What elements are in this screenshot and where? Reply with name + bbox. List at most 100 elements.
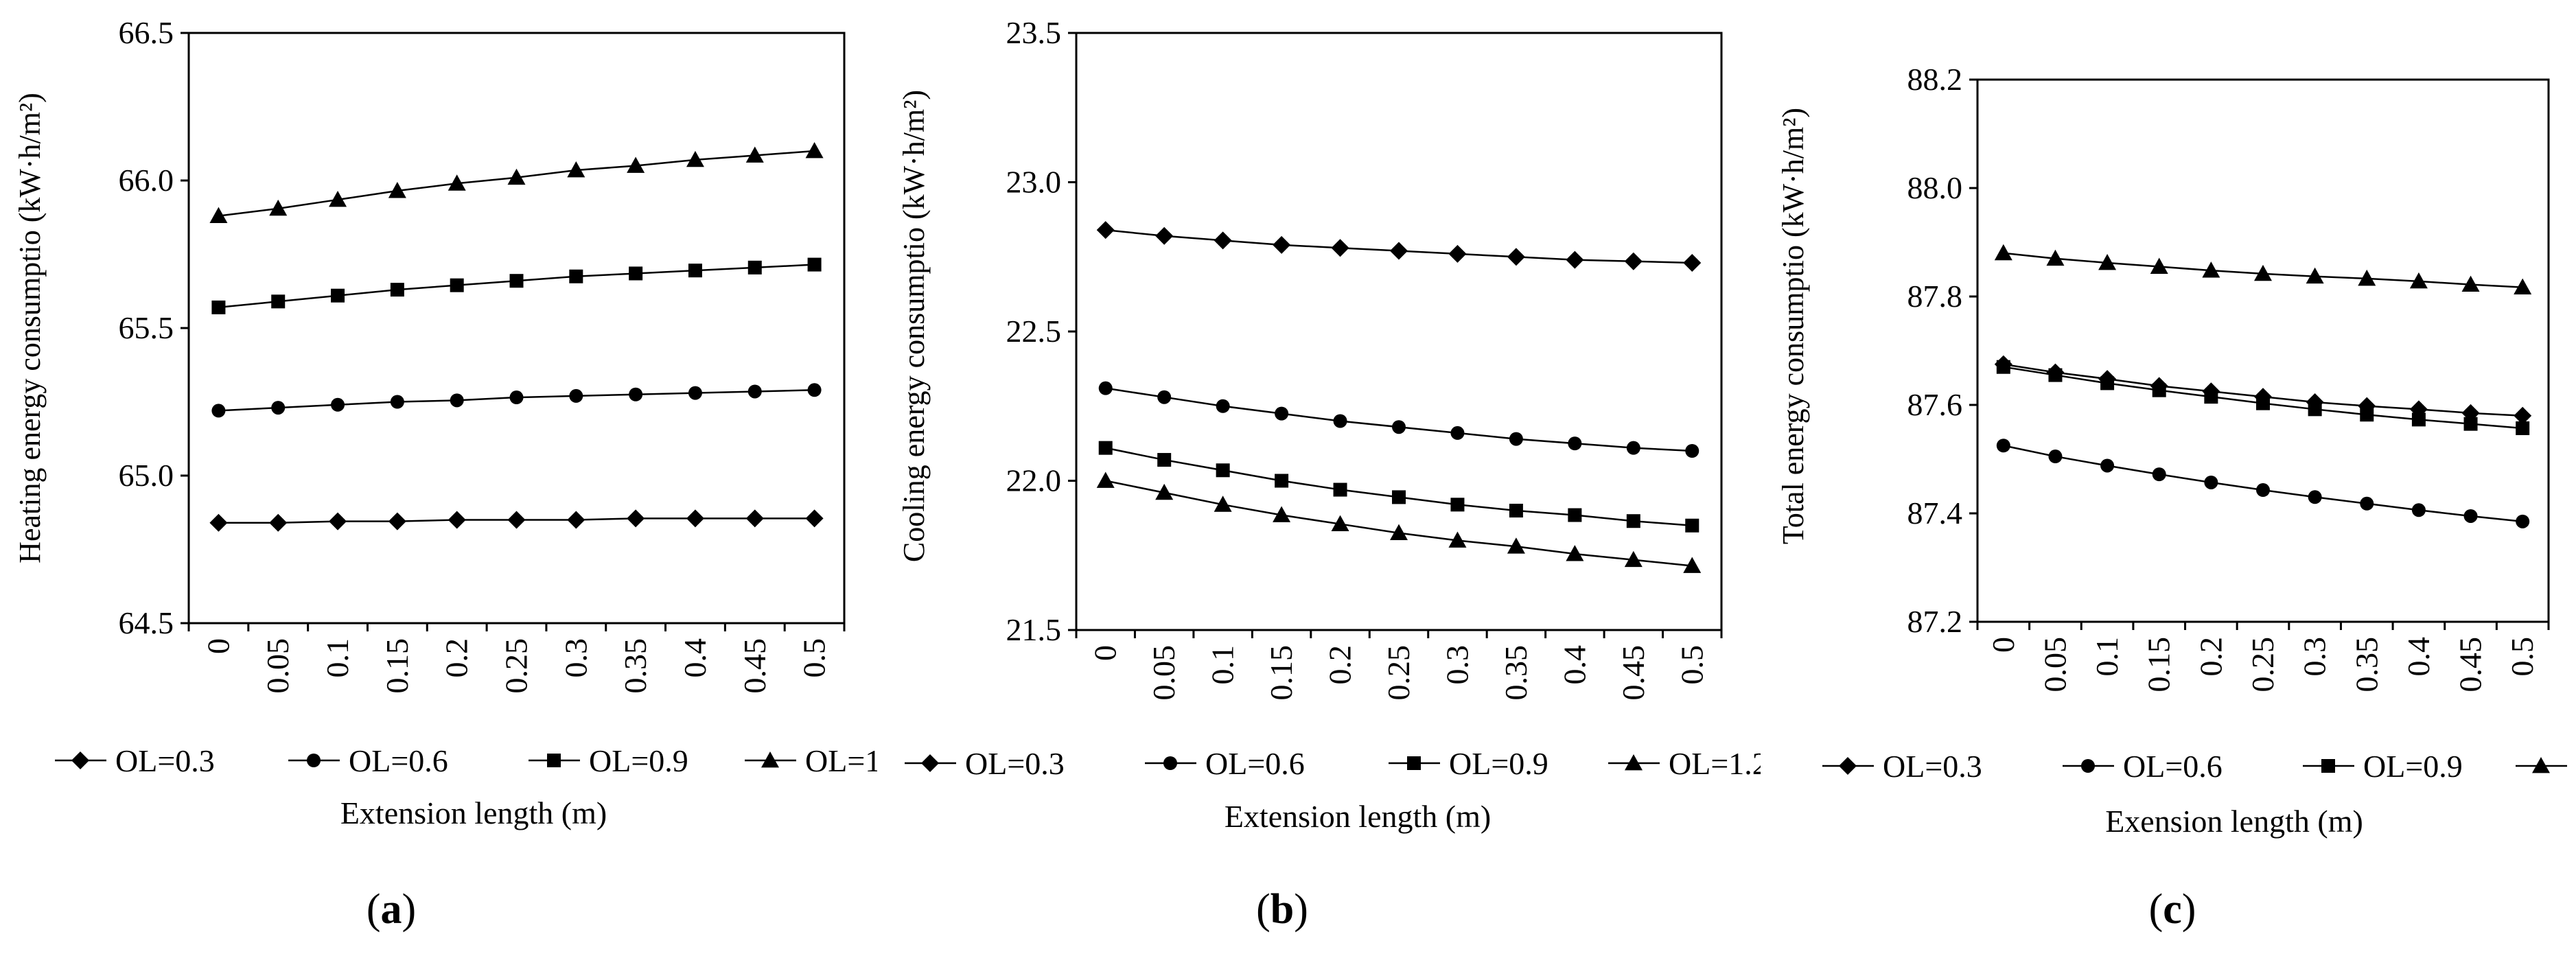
chart-c-legend-label: OL=0.6 <box>2123 749 2223 784</box>
chart-b-data-point <box>1448 531 1467 548</box>
chart-b-data-point <box>1333 482 1347 497</box>
chart-b-data-point <box>1626 514 1640 528</box>
chart-a-ytick-label: 66.5 <box>119 15 174 50</box>
chart-a-legend-entry: OL=1.2 <box>745 743 905 778</box>
chart-b-xtick-label: 0.45 <box>1616 645 1651 701</box>
chart-b-data-point <box>1390 524 1408 541</box>
chart-b-legend-label: OL=0.6 <box>1205 746 1305 781</box>
chart-b-data-point <box>1096 471 1115 488</box>
chart-a-data-point <box>629 387 643 401</box>
chart-c-legend-label: OL=0.3 <box>1883 749 1982 784</box>
chart-c-data-point <box>2461 275 2480 292</box>
chart-c-xtick-label: 0.2 <box>2193 637 2228 677</box>
chart-a-series-3 <box>209 142 824 223</box>
chart-a-data-point <box>209 207 228 223</box>
chart-c-xtick-label: 0.3 <box>2297 637 2332 677</box>
chart-c-ytick-label: 88.0 <box>1907 170 1963 205</box>
chart-c-data-point <box>2411 412 2426 427</box>
chart-c-svg: 87.2 87.4 87.6 87.8 88.0 88.2 0 0.05 0.1 0.15 0.2 0… <box>1776 62 2567 933</box>
chart-b-data-point <box>1392 420 1406 434</box>
chart-c-data-point <box>1996 360 2010 374</box>
chart-b-data-point <box>1507 248 1525 266</box>
chart-a-frame <box>187 32 846 625</box>
chart-c-legend-entry: OL=0.9 <box>2303 749 2463 784</box>
chart-c-xtick-label: 0.4 <box>2401 637 2436 677</box>
chart-b-xtick-label: 0.25 <box>1381 645 1416 701</box>
chart-a-xtick-label: 0.1 <box>320 638 355 678</box>
chart-c-legend-entry: OL=1.2 <box>2516 757 2567 773</box>
chart-b-data-point <box>1509 504 1523 517</box>
chart-b-series-line <box>1105 387 1693 452</box>
chart-c-ytick-label: 87.6 <box>1907 387 1963 422</box>
chart-c-data-point <box>2308 402 2322 417</box>
chart-a-data-point <box>686 150 704 167</box>
chart-b-ytick-label: 21.5 <box>1006 612 1062 647</box>
chart-c-ylabel: Total energy consumptio (kW·h/m²) <box>1776 108 1810 544</box>
chart-c-data-point <box>2098 254 2117 270</box>
chart-b-xtick-label: 0.4 <box>1557 645 1592 685</box>
chart-a-data-point <box>567 511 585 529</box>
chart-a-data-point <box>507 168 526 185</box>
chart-b-data-point <box>1157 390 1172 404</box>
chart-c-ytick-label: 87.2 <box>1907 604 1963 639</box>
chart-c-xtick-label: 0 <box>1986 637 2021 653</box>
chart-a-data-point <box>688 386 702 400</box>
chart-a-data-point <box>569 388 583 403</box>
chart-a-data-point <box>509 391 524 405</box>
chart-c-xtick-label: 0.35 <box>2349 637 2384 692</box>
chart-a-legend-label: OL=1.2 <box>805 743 877 778</box>
chart-a-xlabel: Extension length (m) <box>340 795 607 830</box>
chart-c-data-point <box>1994 244 2012 261</box>
chart-a-xtick-label: 0.05 <box>260 638 295 694</box>
chart-a-data-point <box>450 278 464 292</box>
chart-c-xtick-label: 0.1 <box>2089 637 2124 677</box>
chart-b-xtick-label: 0.3 <box>1439 645 1474 685</box>
chart-b-ylabel: Cooling energy consumptio (kW·h/m²) <box>897 90 931 562</box>
chart-c-legend-marker <box>2081 759 2095 773</box>
chart-c-data-point <box>2150 257 2168 274</box>
chart-b-data-point <box>1683 557 1702 573</box>
chart-c-xlabel: Exension length (m) <box>2105 804 2363 839</box>
chart-c-data-point <box>2411 503 2426 517</box>
chart-c-frame <box>1976 78 2550 623</box>
chart-b-series-2 <box>1098 441 1699 533</box>
chart-c-data-point <box>2046 249 2065 266</box>
chart-a-xtick-label: 0.4 <box>677 638 712 678</box>
chart-a-data-point <box>686 509 704 528</box>
chart-b-legend-label: OL=0.3 <box>965 746 1065 781</box>
chart-b-data-point <box>1098 441 1113 455</box>
chart-c-data-point <box>2516 514 2530 528</box>
chart-c-data-point <box>2516 421 2530 435</box>
chart-b-data-point <box>1624 252 1643 270</box>
chart-a-data-point <box>329 190 347 207</box>
chart-b-caption: (b) <box>1256 886 1308 933</box>
chart-c-data-point <box>2463 417 2478 431</box>
chart-b-xlabel: Extension length (m) <box>1225 799 1491 834</box>
chart-c-data-point <box>2152 467 2166 482</box>
chart-a-data-point <box>627 509 645 528</box>
chart-a-legend-label: OL=0.6 <box>349 743 448 778</box>
chart-b-data-point <box>1507 537 1525 554</box>
chart-b-data-point <box>1098 381 1113 395</box>
chart-c-ytick-label: 87.8 <box>1907 279 1963 314</box>
chart-b-legend-marker <box>1407 756 1421 770</box>
chart-b-data-point <box>1096 221 1115 240</box>
chart-c-data-point <box>2360 496 2374 511</box>
chart-b-series-line <box>1105 447 1693 526</box>
chart-c-data-point <box>2048 450 2063 464</box>
chart-b-data-point <box>1275 406 1289 421</box>
chart-a-xtick-label: 0.15 <box>380 638 415 694</box>
chart-b-data-point <box>1450 426 1465 440</box>
chart-b-data-point <box>1273 506 1291 522</box>
chart-b-data-point <box>1331 515 1349 531</box>
chart-b-data-point <box>1626 441 1640 455</box>
chart-a-data-point <box>388 512 406 531</box>
chart-c-data-point <box>2256 396 2270 410</box>
chart-a-data-point <box>745 146 764 163</box>
chart-a-xtick-label: 0.2 <box>439 638 474 678</box>
chart-a-legend-entry: OL=0.6 <box>288 743 448 778</box>
chart-c-legend-entry: OL=0.3 <box>1822 749 1982 784</box>
chart-c-xtick-label: 0.25 <box>2245 637 2280 692</box>
chart-a-data-point <box>688 264 702 278</box>
chart-a-xtick-label: 0.35 <box>618 638 653 694</box>
